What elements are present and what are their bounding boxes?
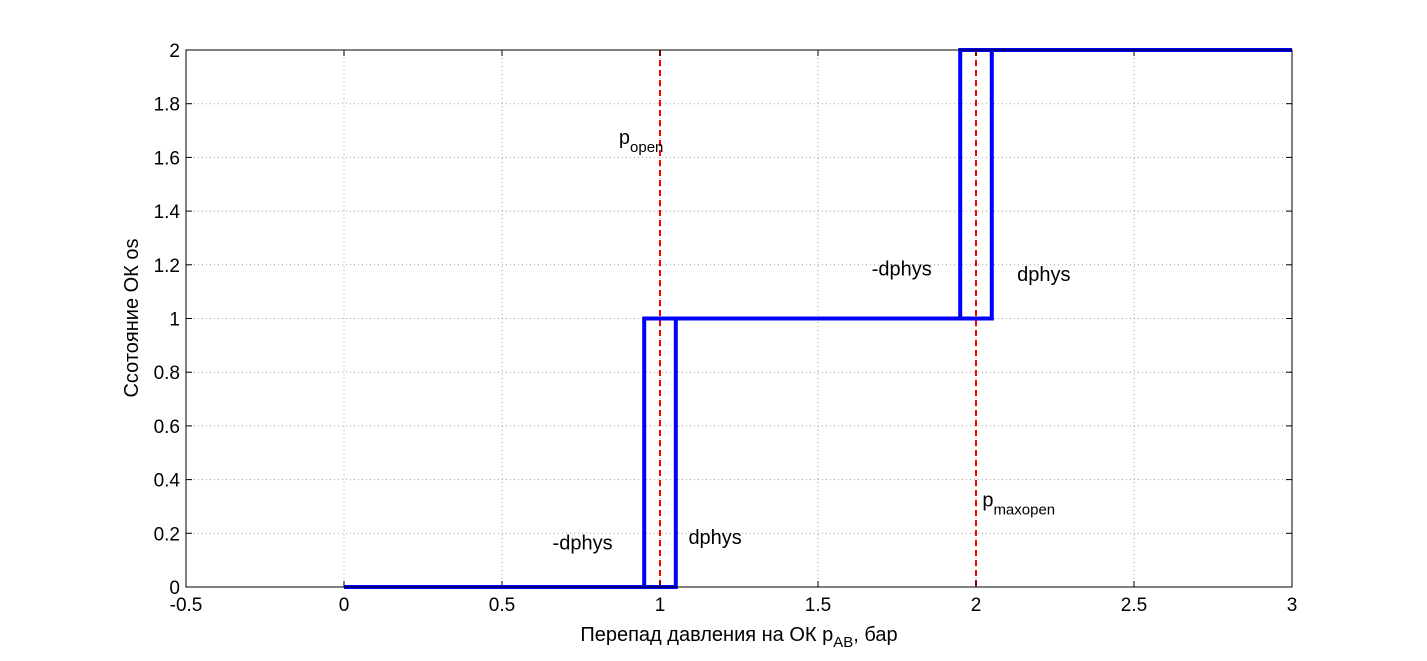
y-tick-label: 0.6: [154, 417, 180, 438]
annotation-main: dphys: [688, 527, 741, 549]
series-group: [344, 48, 1292, 589]
x-tick-label: 0: [339, 595, 350, 616]
x-axis-label-sub: AB: [833, 634, 853, 651]
y-tick-label: 1.8: [154, 95, 180, 116]
y-tick-label: 1.6: [154, 148, 180, 169]
y-tick-label: 1.2: [154, 256, 180, 277]
annotation-main: -dphys: [553, 532, 613, 554]
annotation: popen: [619, 127, 664, 156]
x-tick-label: 0.5: [489, 595, 515, 616]
x-axis-label: Перепад давления на ОК pAB, бар: [580, 624, 897, 651]
annotation: -dphys: [553, 532, 613, 554]
annotation-main: p: [982, 489, 993, 511]
x-tick-label: 3: [1287, 595, 1298, 616]
y-tick-label: 0.4: [154, 471, 181, 492]
x-tick-label: 1: [655, 595, 666, 616]
y-tick-label: 0: [169, 578, 180, 599]
annotation: dphys: [688, 527, 741, 549]
annotation: pmaxopen: [982, 489, 1055, 518]
x-tick-label: 1.5: [805, 595, 831, 616]
y-axis-label: Ссотояние ОК os: [121, 238, 143, 397]
y-tick-label: 2: [169, 41, 180, 62]
annotation-main: -dphys: [872, 259, 932, 281]
annotation: -dphys: [872, 259, 932, 281]
y-tick-label: 1: [169, 310, 180, 331]
annotation-main: dphys: [1017, 264, 1070, 286]
annotation-main: p: [619, 127, 630, 149]
x-tick-label: -0.5: [170, 595, 203, 616]
annotation-sub: open: [630, 139, 663, 156]
series-line: [344, 48, 1292, 589]
y-tick-label: 0.8: [154, 363, 180, 384]
y-tick-label: 0.2: [154, 524, 180, 545]
annotation-sub: maxopen: [993, 501, 1055, 518]
ticks: -0.5 0 0.5 1 1.5 2 2.5 300.20.40.60.811.21.41.6…: [154, 41, 1298, 616]
x-tick-label: 2.5: [1121, 595, 1147, 616]
annotation: dphys: [1017, 264, 1070, 286]
y-tick-label: 1.4: [154, 202, 181, 223]
x-tick-label: 2: [971, 595, 982, 616]
x-axis-label-main: Перепад давления на ОК p: [580, 624, 833, 646]
x-axis-label-tail: , бар: [853, 624, 897, 646]
